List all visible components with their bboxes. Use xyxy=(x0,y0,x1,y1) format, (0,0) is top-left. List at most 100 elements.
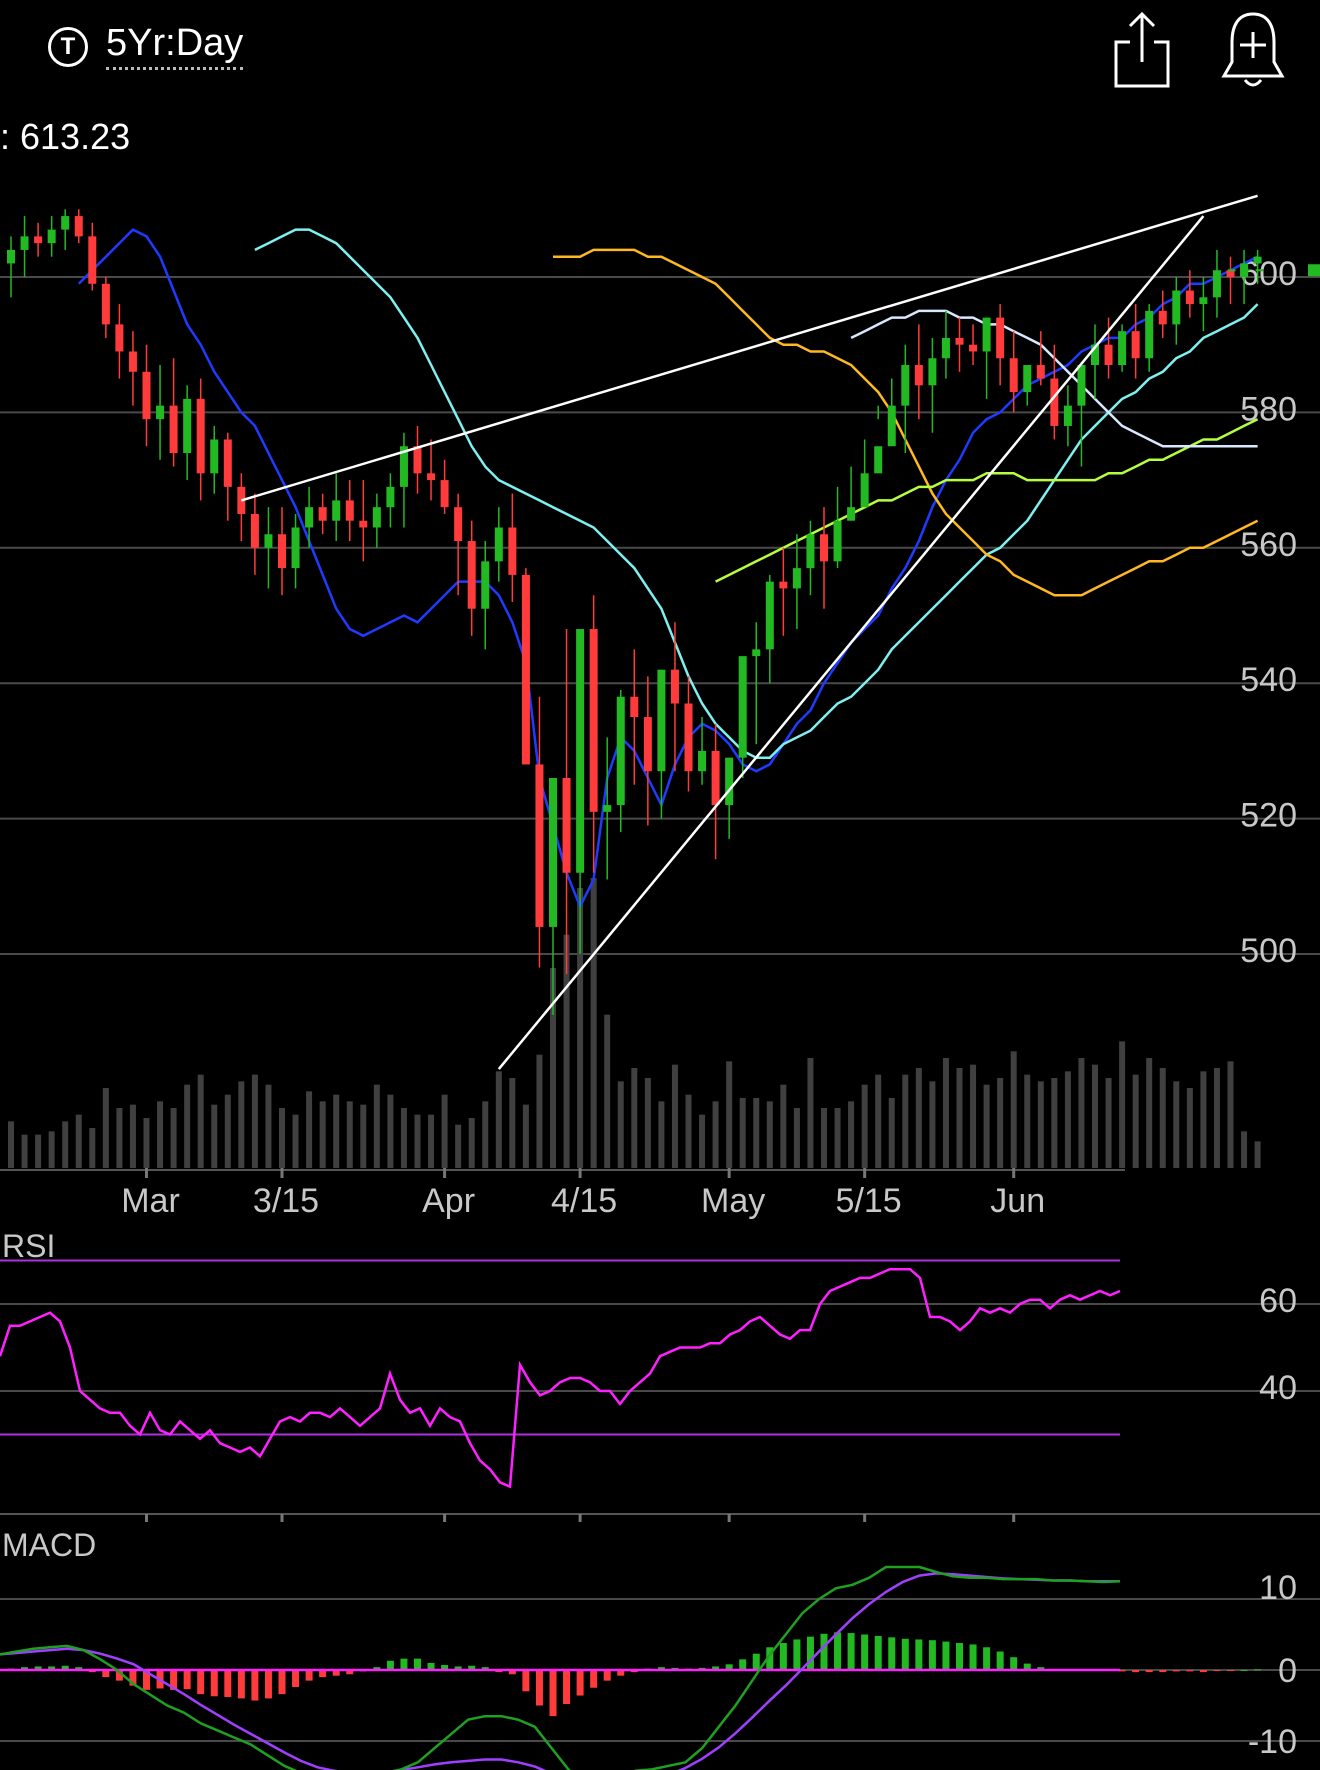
macd-hist-bar-pos xyxy=(752,1653,760,1670)
candle-up xyxy=(20,236,29,250)
candle-down xyxy=(427,473,436,481)
candle-up xyxy=(698,750,707,772)
volume-bar xyxy=(1105,1078,1112,1168)
candle-down xyxy=(1036,365,1045,379)
volume-bar xyxy=(644,1078,651,1168)
candle-up xyxy=(481,561,490,609)
macd-hist-bar-neg xyxy=(224,1670,232,1697)
trendline xyxy=(497,215,1205,1070)
volume-bar xyxy=(509,1078,516,1168)
ma-lime-line xyxy=(715,418,1259,583)
macd-hist-bar-pos xyxy=(657,1667,665,1670)
macd-tick-label: 10 xyxy=(1259,1569,1297,1607)
top-bar: T 5Yr:Day xyxy=(0,0,1320,110)
candle-down xyxy=(101,283,110,325)
volume-bar xyxy=(577,888,584,1168)
ticker-icon[interactable]: T xyxy=(48,27,88,67)
candle-down xyxy=(169,405,178,454)
volume-bar xyxy=(1241,1131,1248,1168)
macd-hist-bar-neg xyxy=(508,1670,516,1675)
volume-bar xyxy=(35,1134,42,1168)
volume-bar xyxy=(116,1108,123,1168)
volume-bar xyxy=(875,1074,882,1168)
candle-up xyxy=(657,669,666,772)
candle-up xyxy=(738,656,747,758)
candle-down xyxy=(562,777,571,873)
volume-bar xyxy=(129,1104,136,1168)
candle-up xyxy=(928,358,937,386)
volume-bar xyxy=(915,1068,922,1168)
candle-down xyxy=(223,439,232,487)
range-selector-button[interactable]: 5Yr:Day xyxy=(106,22,244,70)
volume-bar xyxy=(522,1104,529,1168)
volume-bar xyxy=(604,1014,611,1168)
share-icon[interactable] xyxy=(1112,10,1172,90)
volume-bar xyxy=(184,1084,191,1168)
volume-bar xyxy=(224,1094,231,1168)
candle-up xyxy=(1063,405,1072,426)
volume-bar xyxy=(671,1064,678,1168)
candle-down xyxy=(359,520,368,528)
macd-hist-bar-neg xyxy=(617,1670,625,1676)
macd-hist-bar-pos xyxy=(1254,1669,1262,1671)
volume-bar xyxy=(766,1101,773,1168)
candle-down xyxy=(1158,310,1167,325)
price-tick-label: 520 xyxy=(1240,797,1297,835)
macd-hist-bar-pos xyxy=(373,1667,381,1670)
volume-bar xyxy=(753,1098,760,1168)
macd-hist-bar-neg xyxy=(346,1670,354,1675)
volume-bar xyxy=(265,1084,272,1168)
price-tick-label: 540 xyxy=(1240,661,1297,699)
candle-up xyxy=(1199,297,1208,305)
candle-up xyxy=(874,446,883,474)
macd-hist-bar-neg xyxy=(590,1670,598,1688)
x-axis-label: 4/15 xyxy=(551,1182,617,1220)
macd-hist-bar-pos xyxy=(834,1632,842,1670)
macd-signal-line xyxy=(0,1572,1120,1770)
macd-hist-bar-neg xyxy=(278,1670,286,1695)
volume-bar xyxy=(48,1131,55,1168)
candle-down xyxy=(440,480,449,508)
candle-up xyxy=(1077,365,1086,406)
rsi-tick-label: 60 xyxy=(1259,1282,1297,1320)
candle-down xyxy=(521,574,530,765)
macd-hist-bar-pos xyxy=(806,1636,814,1670)
volume-bar xyxy=(1173,1081,1180,1168)
macd-hist-bar-neg xyxy=(170,1670,178,1690)
candle-up xyxy=(941,337,950,359)
volume-bar xyxy=(550,968,556,1168)
macd-hist-bar-pos xyxy=(969,1644,977,1670)
macd-hist-bar-pos xyxy=(901,1638,909,1670)
candle-down xyxy=(508,527,517,575)
candle-up xyxy=(603,805,612,812)
macd-hist-bar-pos xyxy=(1023,1663,1031,1670)
volume-bar xyxy=(495,1071,502,1168)
macd-hist-bar-neg xyxy=(129,1670,137,1686)
price-tick-label: 500 xyxy=(1240,932,1297,970)
macd-hist-bar-pos xyxy=(915,1639,923,1670)
volume-bar xyxy=(21,1134,28,1168)
x-axis-label: Apr xyxy=(422,1182,475,1220)
macd-hist-bar-neg xyxy=(115,1670,123,1681)
candle-up xyxy=(47,229,56,244)
macd-hist-bar-pos xyxy=(996,1651,1004,1670)
macd-hist-bar-pos xyxy=(888,1637,896,1670)
candle-up xyxy=(792,568,801,589)
macd-hist-bar-pos xyxy=(942,1641,950,1670)
volume-bar xyxy=(400,1108,407,1168)
ma-blue-line xyxy=(77,228,1259,910)
candle-down xyxy=(684,703,693,772)
macd-hist-bar-neg xyxy=(1186,1670,1194,1672)
candle-down xyxy=(454,507,463,542)
volume-bar xyxy=(956,1068,963,1168)
macd-hist-bar-pos xyxy=(874,1635,882,1670)
last-price-label: : 613.23 xyxy=(0,116,131,157)
bell-plus-icon[interactable] xyxy=(1220,10,1286,90)
volume-bar xyxy=(685,1094,692,1168)
volume-bar xyxy=(238,1081,245,1168)
trendline xyxy=(240,194,1258,502)
macd-hist-bar-neg xyxy=(1118,1670,1126,1672)
macd-hist-bar-pos xyxy=(21,1667,29,1670)
macd-hist-bar-neg xyxy=(332,1670,340,1676)
